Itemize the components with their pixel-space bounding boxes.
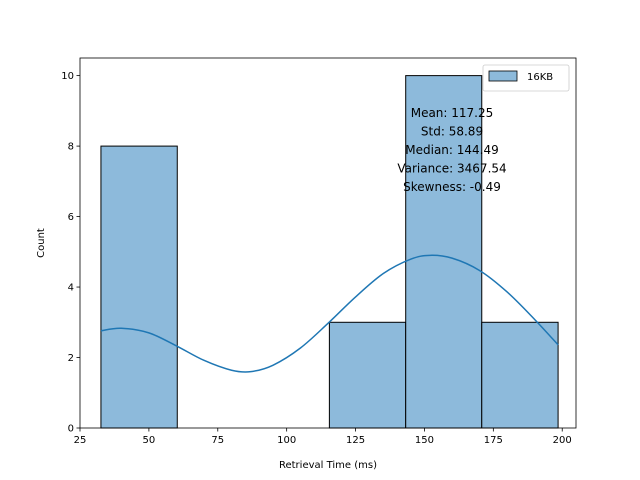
y-tick-label: 4 bbox=[68, 283, 74, 294]
plot-frame bbox=[79, 57, 577, 429]
y-axis-ticks: 0 2 4 6 8 10 bbox=[61, 71, 80, 435]
stat-line: Std: 58.89 bbox=[421, 125, 483, 139]
y-axis-label: Count bbox=[36, 228, 47, 258]
x-axis-ticks: 25 50 75 100 125 150 175 200 bbox=[74, 428, 572, 446]
x-tick-label: 25 bbox=[74, 435, 87, 446]
y-tick-label: 8 bbox=[68, 142, 74, 153]
stat-line: Mean: 117.25 bbox=[411, 106, 494, 120]
stat-line: Variance: 3467.54 bbox=[397, 162, 506, 176]
x-tick-label: 200 bbox=[553, 435, 572, 446]
legend-label: 16KB bbox=[527, 72, 553, 83]
x-axis-label: Retrieval Time (ms) bbox=[279, 460, 377, 471]
x-tick-label: 75 bbox=[211, 435, 224, 446]
kde-curve bbox=[100, 254, 559, 373]
y-tick-label: 2 bbox=[68, 353, 74, 364]
stat-line: Median: 144.49 bbox=[405, 143, 499, 157]
stat-line: Skewness: -0.49 bbox=[403, 180, 501, 194]
histogram-bar-5 bbox=[481, 321, 559, 429]
x-tick-label: 125 bbox=[346, 435, 365, 446]
histogram-bar-3 bbox=[328, 321, 407, 429]
legend-swatch bbox=[488, 70, 518, 82]
x-tick-label: 150 bbox=[415, 435, 434, 446]
x-tick-label: 100 bbox=[277, 435, 296, 446]
y-tick-label: 6 bbox=[68, 212, 74, 223]
histogram-bar-4 bbox=[405, 75, 483, 429]
x-tick-label: 50 bbox=[143, 435, 156, 446]
histogram-bar-0 bbox=[100, 145, 178, 429]
y-tick-label: 10 bbox=[61, 71, 74, 82]
x-tick-label: 175 bbox=[484, 435, 503, 446]
histogram-bars bbox=[100, 75, 559, 429]
stats-annotation: Mean: 117.25 Std: 58.89 Median: 144.49 Vari… bbox=[397, 106, 506, 194]
legend: 16KB bbox=[482, 64, 570, 92]
y-tick-label: 0 bbox=[68, 424, 74, 435]
